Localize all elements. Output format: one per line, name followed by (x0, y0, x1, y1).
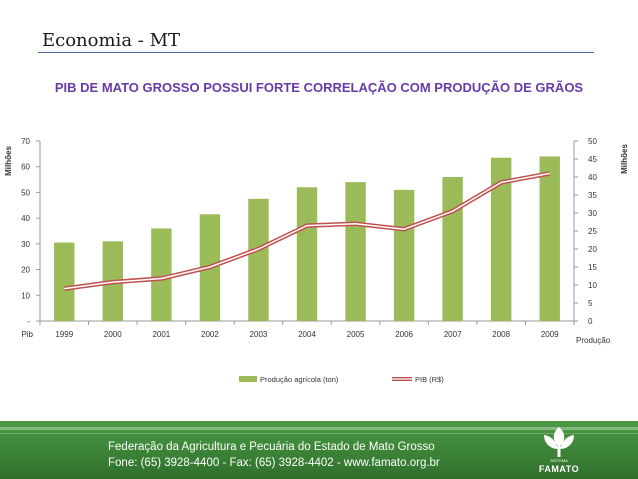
left-tick-label: 50 (21, 188, 30, 197)
slide-title: Economia - MT (42, 30, 181, 51)
left-tick-label: 40 (21, 214, 30, 223)
legend-label-production: Produção agrícola (ton) (260, 375, 339, 384)
x-tick-label: 2006 (395, 330, 413, 339)
bar (490, 157, 512, 321)
footer: Federação da Agricultura e Pecuária do E… (0, 421, 638, 479)
left-tick-label: 70 (21, 137, 30, 146)
chart-area: - 10 20 30 40 50 60 70 0 5 10 15 20 25 30 35 40 45 50 Milhõ… (4, 137, 629, 384)
left-tick-label: 60 (21, 163, 30, 172)
x-tick-label: 1999 (55, 330, 73, 339)
left-axis-title: Milhões (4, 146, 13, 176)
right-tick-label: 50 (588, 137, 597, 146)
right-axis-sublabel: Produção (576, 336, 611, 345)
right-tick-label: 30 (588, 209, 597, 218)
right-tick-label: 45 (588, 155, 597, 164)
bar (345, 182, 366, 321)
x-tick-label: 2000 (104, 330, 122, 339)
bar (296, 187, 318, 321)
title-divider (38, 52, 594, 53)
left-tick-label: 10 (21, 291, 30, 300)
bar (54, 242, 75, 321)
right-tick-label: 10 (588, 281, 597, 290)
footer-background (0, 421, 638, 479)
right-tick-label: 15 (588, 263, 597, 272)
bar (539, 156, 560, 321)
x-tick-label: 2008 (492, 330, 510, 339)
x-tick-label: 2004 (298, 330, 316, 339)
right-axis-title: Milhões (620, 144, 629, 174)
x-tick-label: 2005 (347, 330, 365, 339)
footer-contact: Fone: (65) 3928-4400 - Fax: (65) 3928-44… (108, 457, 440, 469)
legend-swatch-production (239, 376, 257, 382)
logo-caption: SISTEMA (550, 458, 568, 463)
x-tick-label: 2001 (152, 330, 170, 339)
right-tick-label: 5 (588, 299, 593, 308)
bar (442, 177, 463, 321)
bar (248, 198, 269, 321)
footer-federation-name: Federação da Agricultura e Pecuária do E… (108, 441, 435, 453)
bar (151, 228, 172, 321)
right-tick-label: 35 (588, 191, 597, 200)
x-tick-label: 2002 (201, 330, 219, 339)
x-tick-label: 2009 (541, 330, 559, 339)
left-tick-label: 30 (21, 240, 30, 249)
x-axis-title: Pib (21, 330, 33, 339)
famato-logo-icon (544, 427, 574, 457)
legend-label-pib: PIB (R$) (415, 375, 444, 384)
x-tick-label: 2003 (250, 330, 268, 339)
right-tick-label: 40 (588, 173, 597, 182)
left-tick-label: - (27, 317, 30, 326)
x-tick-label: 2007 (444, 330, 462, 339)
left-tick-label: 20 (21, 266, 30, 275)
chart-title: PIB DE MATO GROSSO POSSUI FORTE CORRELAÇ… (54, 80, 584, 95)
right-tick-label: 0 (588, 317, 593, 326)
right-tick-label: 25 (588, 227, 597, 236)
logo-name: FAMATO (538, 464, 580, 474)
bar (393, 189, 415, 321)
right-tick-label: 20 (588, 245, 597, 254)
